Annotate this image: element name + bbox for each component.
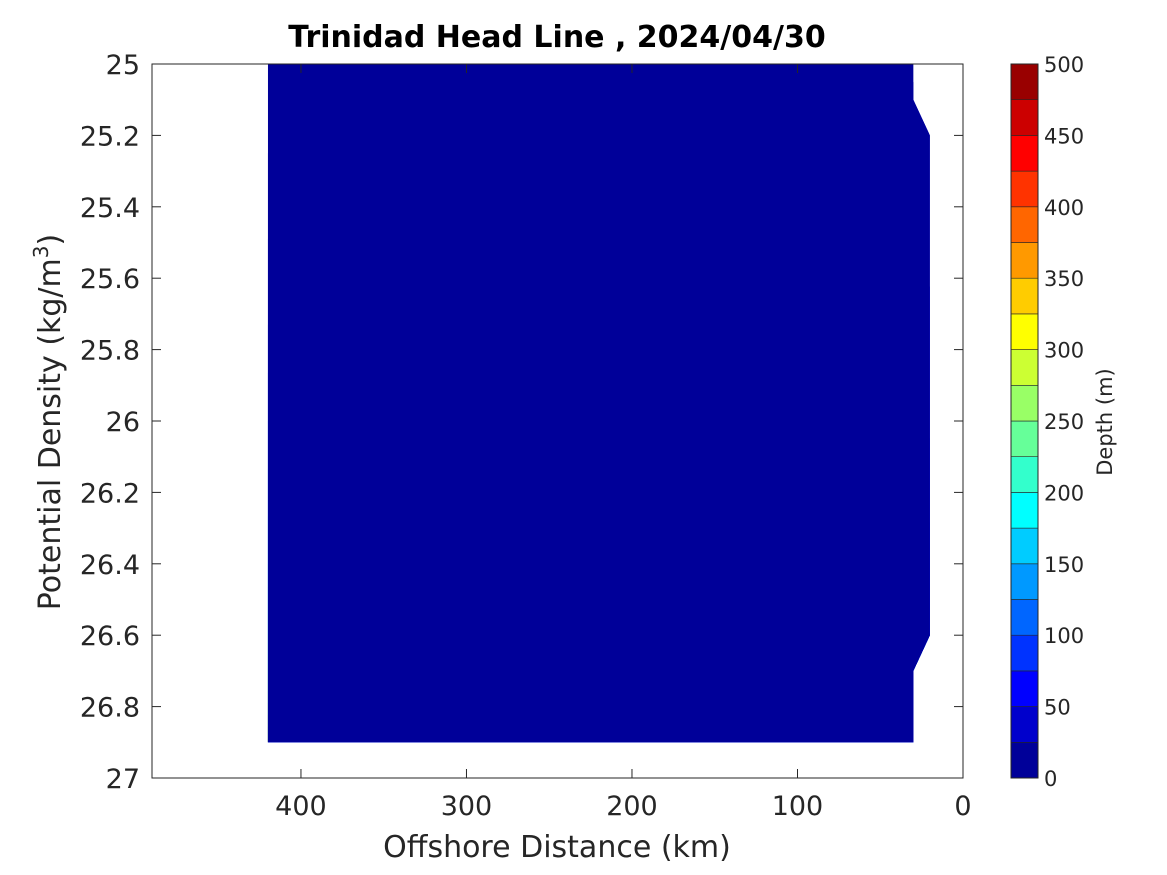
colorbar-segment [1010, 420, 1039, 458]
x-tick-label: 100 [772, 791, 824, 822]
colorbar-tick-label: 200 [1044, 481, 1084, 505]
colorbar-segment [1010, 99, 1039, 136]
y-tick-label: 26.2 [80, 478, 140, 509]
y-axis-label-close: ) [33, 234, 68, 246]
colorbar-segment [1010, 706, 1039, 743]
colorbar-segment [1010, 242, 1039, 279]
x-tick-label: 400 [275, 791, 327, 822]
y-tick-label: 26.8 [80, 693, 140, 724]
x-tick-label: 0 [954, 791, 971, 822]
y-tick-label: 26.4 [80, 550, 140, 581]
colorbar-tick-label: 150 [1044, 553, 1084, 577]
colorbar-tick-label: 350 [1044, 267, 1084, 291]
colorbar-segment [1010, 313, 1039, 350]
contour-band-0 [267, 64, 930, 743]
x-tick-label: 300 [441, 791, 493, 822]
colorbar-frame [1010, 63, 1039, 779]
x-tick-label: 200 [606, 791, 658, 822]
y-tick-label: 26.6 [80, 621, 140, 652]
y-tick-label: 25 [106, 50, 140, 81]
colorbar-tick-label: 100 [1044, 624, 1084, 648]
colorbar-segment [1010, 63, 1039, 101]
y-tick-label: 25.6 [80, 264, 140, 295]
colorbar-tick-label: 450 [1044, 124, 1084, 148]
y-tick-label: 25.2 [80, 121, 140, 152]
colorbar-segment [1010, 527, 1039, 565]
y-axis: 25 25.2 25.4 25.6 25.8 26 26.2 26.4 26.6 26.8 27 [80, 50, 963, 795]
x-axis: 400 300 200 100 0 [275, 64, 972, 822]
colorbar-tick-label: 400 [1044, 196, 1084, 220]
y-axis-label: Potential Density (kg/m3) [29, 234, 68, 610]
colorbar-tick-label: 250 [1044, 410, 1084, 434]
colorbar-segment [1010, 492, 1039, 529]
colorbar-segment [1010, 277, 1039, 315]
y-tick-label: 25.4 [80, 193, 140, 224]
y-tick-label: 26 [106, 407, 140, 438]
colorbar-label: Depth (m) [1093, 368, 1117, 475]
colorbar-tick-label: 500 [1044, 53, 1084, 77]
colorbar-segment [1010, 384, 1039, 422]
colorbar-segment [1010, 599, 1039, 636]
colorbar-segment [1010, 349, 1039, 386]
colorbar-tick-label: 50 [1044, 696, 1071, 720]
colorbar-segment [1010, 135, 1039, 172]
colorbar-segment [1010, 563, 1039, 600]
colorbar-segment [1010, 741, 1039, 779]
colorbar: 0 50 100 150 200 250 300 350 400 450 500 [1010, 53, 1084, 791]
y-tick-label: 25.8 [80, 336, 140, 367]
y-axis-label-text: Potential Density (kg/m [33, 258, 68, 610]
y-axis-label-superscript: 3 [29, 245, 53, 258]
colorbar-segment [1010, 456, 1039, 493]
x-axis-label: Offshore Distance (km) [383, 830, 731, 865]
chart-title: Trinidad Head Line , 2024/04/30 [288, 20, 825, 55]
colorbar-tick-label: 0 [1044, 767, 1057, 791]
y-tick-label: 27 [106, 764, 140, 795]
colorbar-segment [1010, 206, 1039, 243]
colorbar-segment [1010, 634, 1039, 672]
contour-fill [267, 64, 930, 743]
colorbar-segment [1010, 170, 1039, 208]
colorbar-tick-label: 300 [1044, 339, 1084, 363]
colorbar-segment [1010, 670, 1039, 707]
